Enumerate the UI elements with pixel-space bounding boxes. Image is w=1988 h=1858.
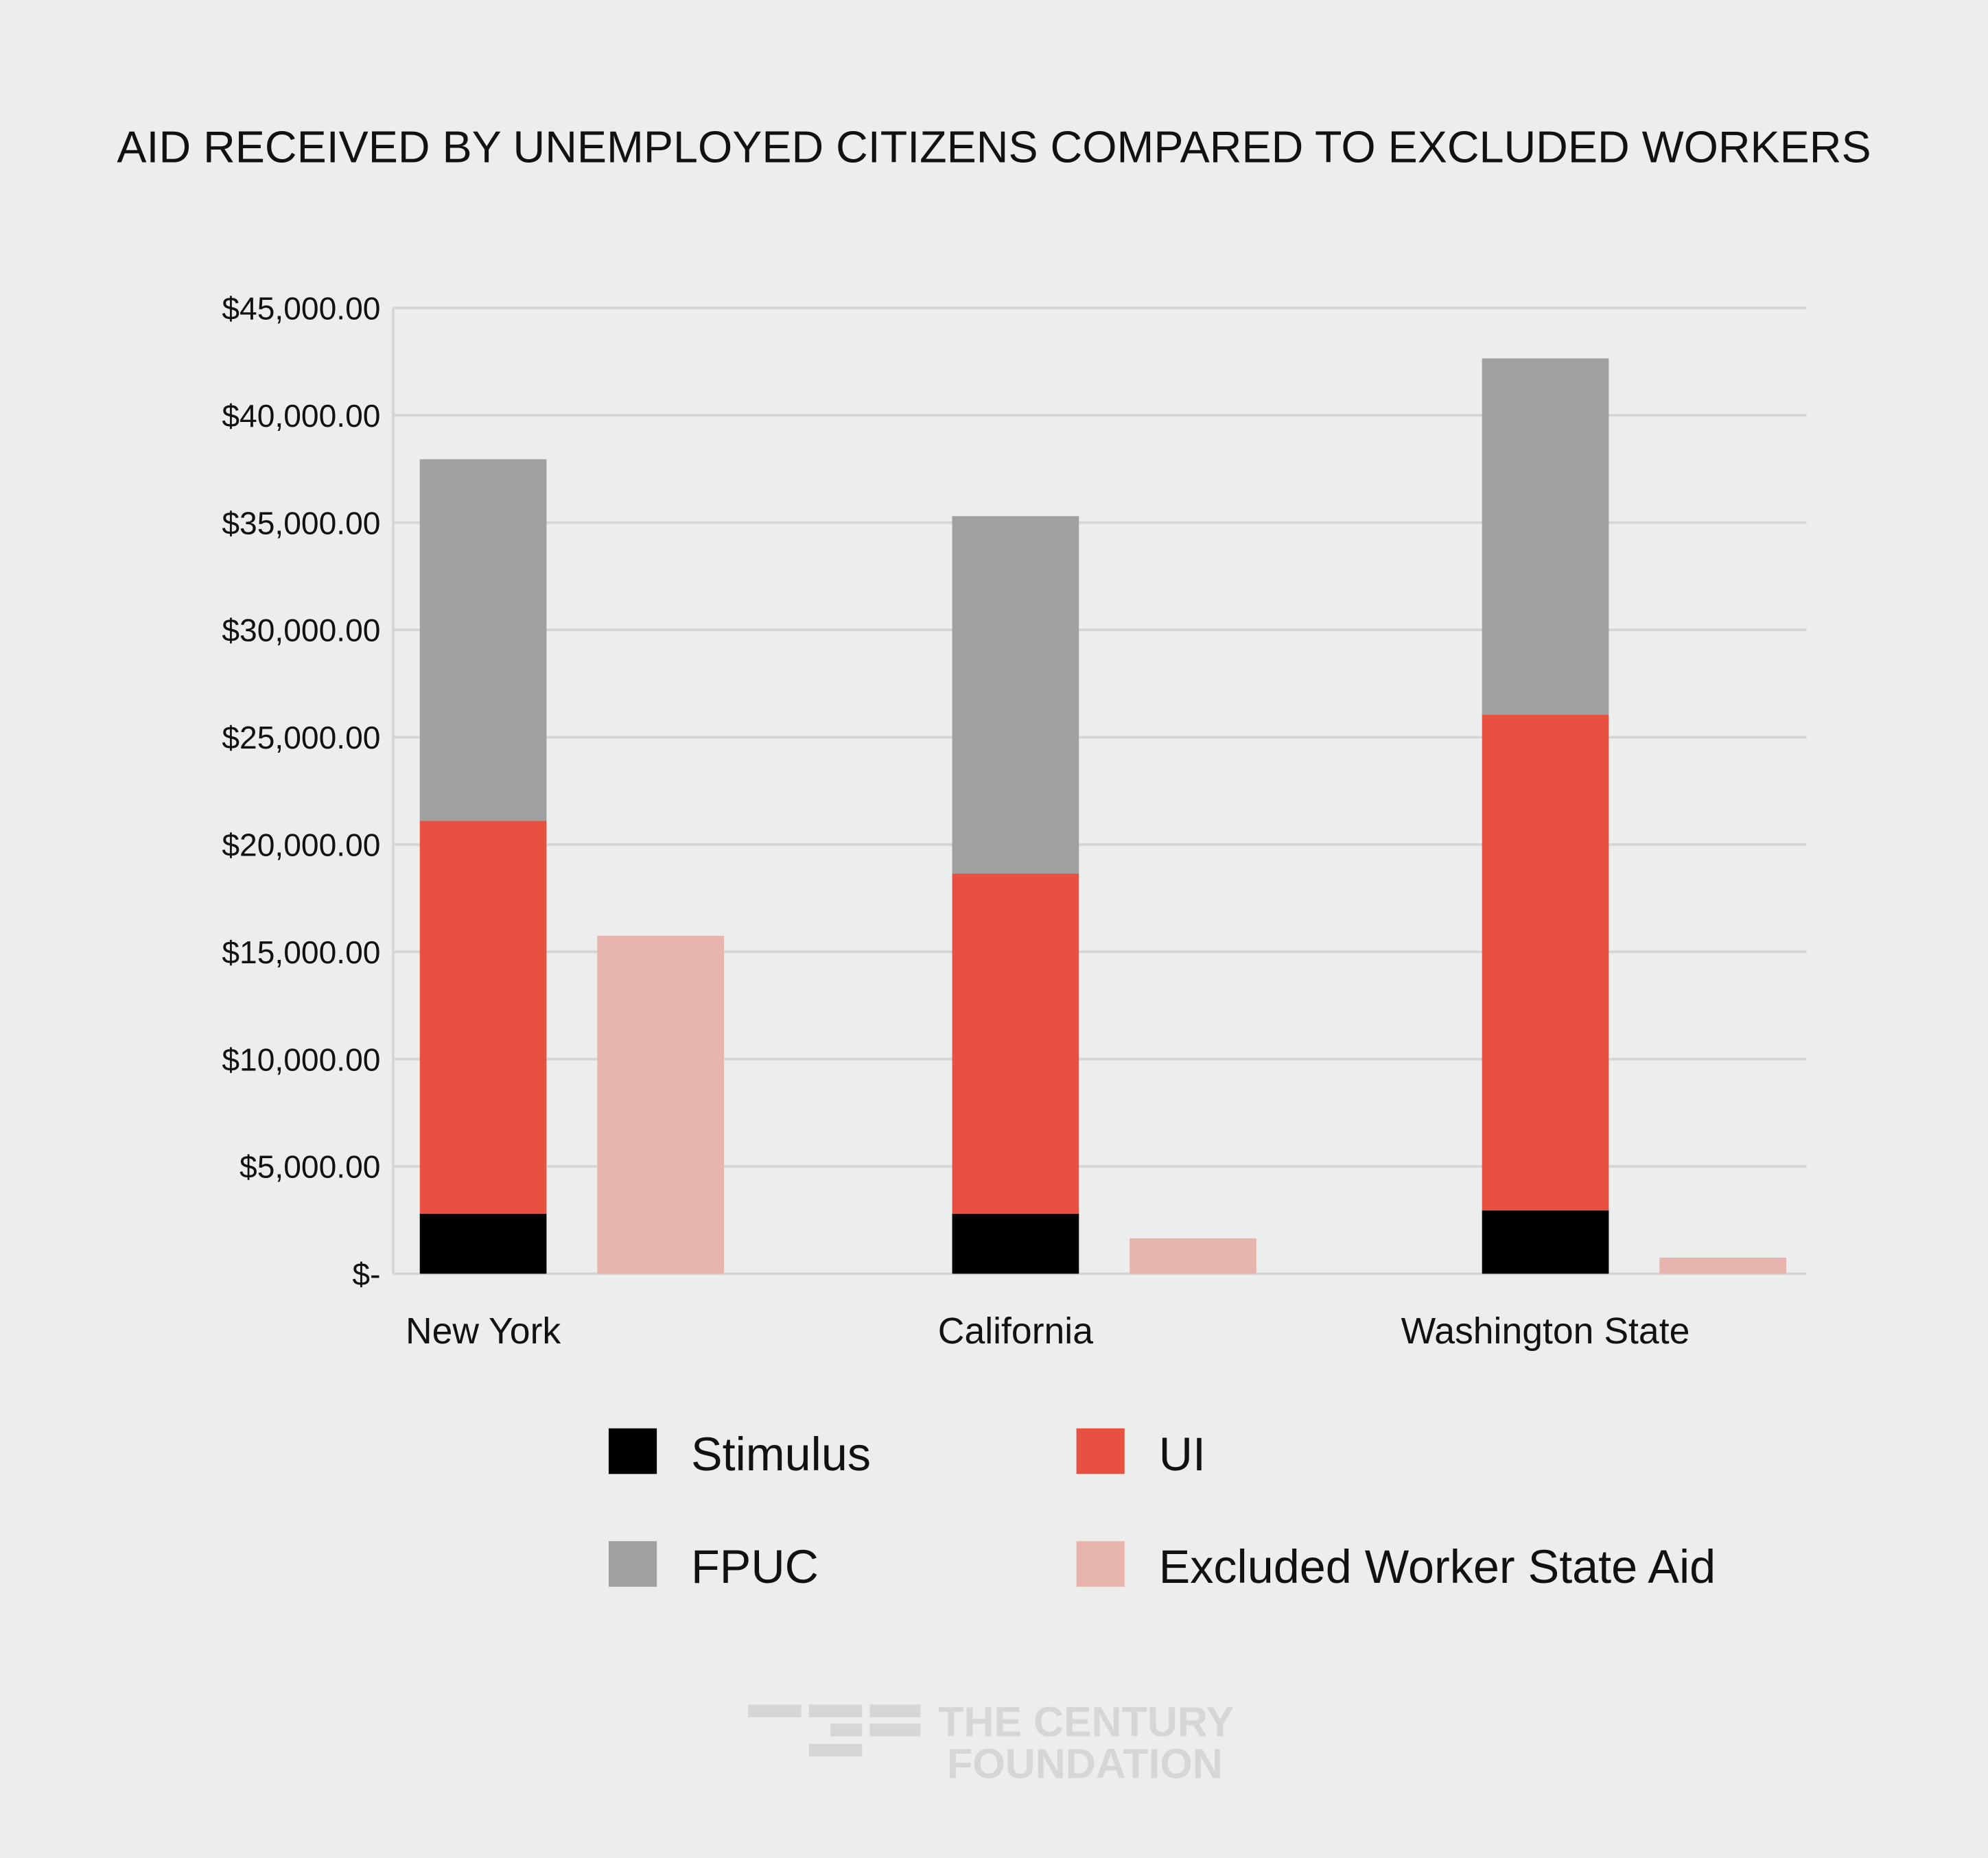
y-tick-label: $10,000.00	[222, 1042, 380, 1077]
bar-fpuc-california	[952, 516, 1079, 874]
bar-fpuc-washington-state	[1482, 358, 1609, 715]
y-tick-label: $45,000.00	[222, 290, 380, 326]
legend-swatch	[1076, 1541, 1125, 1587]
y-tick-label: $40,000.00	[222, 398, 380, 434]
y-tick-label: $15,000.00	[222, 934, 380, 970]
logo-line2: FOUNDATION	[947, 1741, 1223, 1787]
x-axis-tick-labels: New York California Washington State	[406, 1311, 1689, 1352]
x-tick-label: California	[938, 1311, 1093, 1352]
legend-label: FPUC	[691, 1541, 819, 1593]
legend-label: Stimulus	[691, 1428, 871, 1481]
y-tick-label: $5,000.00	[239, 1149, 380, 1185]
legend-label: Excluded Worker State Aid	[1159, 1541, 1716, 1593]
logo: THE CENTURY FOUNDATION	[748, 1699, 1234, 1787]
legend-swatch	[1076, 1428, 1125, 1474]
bar-fpuc-new-york	[419, 459, 547, 821]
chart-title: AID RECEIVED BY UNEMPLOYED CITIZENS COMP…	[117, 121, 1871, 172]
bar-excluded-worker-state-aid-washington-state	[1659, 1257, 1787, 1274]
x-tick-label: New York	[406, 1311, 561, 1352]
legend-swatch	[608, 1428, 657, 1474]
legend-item: Stimulus	[608, 1428, 871, 1481]
legend-label: UI	[1159, 1428, 1206, 1481]
legend-item: FPUC	[608, 1541, 819, 1593]
bar-ui-california	[952, 873, 1079, 1214]
legend-item: UI	[1076, 1428, 1206, 1481]
legend-item: Excluded Worker State Aid	[1076, 1541, 1716, 1593]
bar-stimulus-washington-state	[1482, 1210, 1609, 1274]
legend-swatch	[608, 1541, 657, 1587]
bar-ui-washington-state	[1482, 714, 1609, 1211]
bar-stimulus-new-york	[419, 1213, 547, 1274]
y-tick-label: $25,000.00	[222, 720, 380, 755]
x-tick-label: Washington State	[1401, 1311, 1690, 1352]
y-tick-label: $35,000.00	[222, 505, 380, 541]
bar-ui-new-york	[419, 821, 547, 1214]
logo-line1: THE CENTURY	[938, 1699, 1234, 1745]
bar-excluded-worker-state-aid-new-york	[597, 935, 725, 1274]
y-tick-label: $20,000.00	[222, 827, 380, 862]
bar-excluded-worker-state-aid-california	[1130, 1238, 1256, 1274]
y-axis-tick-labels: $- $5,000.00 $10,000.00 $15,000.00 $20,000.0…	[222, 290, 380, 1292]
y-tick-label: $30,000.00	[222, 613, 380, 648]
bar-stimulus-california	[952, 1213, 1079, 1274]
bars	[419, 358, 1787, 1274]
legend: Stimulus UI FPUC Excluded Worker State Aid	[608, 1428, 1716, 1593]
y-tick-label: $-	[352, 1256, 380, 1292]
